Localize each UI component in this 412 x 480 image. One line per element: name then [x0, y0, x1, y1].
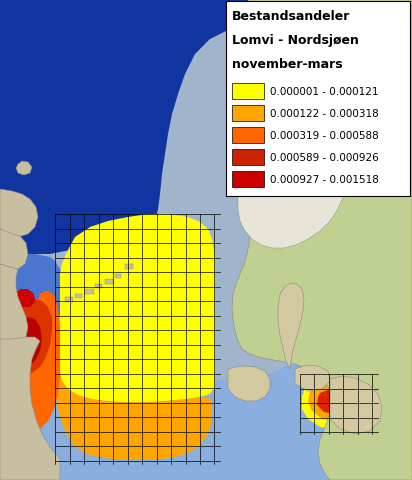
Bar	[85, 289, 94, 294]
Polygon shape	[0, 190, 38, 238]
Polygon shape	[230, 0, 412, 480]
Bar	[125, 264, 133, 269]
Polygon shape	[55, 275, 212, 459]
Bar	[95, 285, 102, 288]
Bar	[105, 279, 113, 285]
Text: Bestandsandeler: Bestandsandeler	[232, 10, 350, 23]
Polygon shape	[0, 309, 412, 480]
Polygon shape	[295, 365, 330, 391]
Polygon shape	[15, 289, 35, 307]
Text: 0.000001 - 0.000121: 0.000001 - 0.000121	[270, 87, 379, 97]
Polygon shape	[0, 254, 72, 319]
Text: 0.000589 - 0.000926: 0.000589 - 0.000926	[270, 153, 379, 163]
Polygon shape	[0, 229, 28, 269]
Text: Lomvi - Nordsjøen: Lomvi - Nordsjøen	[232, 34, 359, 47]
Bar	[232, 106, 264, 122]
Polygon shape	[10, 317, 42, 367]
Polygon shape	[278, 283, 304, 369]
Bar	[65, 298, 73, 302]
Bar	[232, 128, 264, 144]
Polygon shape	[308, 381, 358, 421]
Polygon shape	[8, 300, 52, 373]
Polygon shape	[228, 366, 270, 401]
Polygon shape	[60, 215, 215, 402]
Polygon shape	[330, 376, 382, 434]
Bar	[232, 150, 264, 166]
Text: november-mars: november-mars	[232, 58, 343, 71]
Bar	[75, 294, 82, 299]
Polygon shape	[302, 374, 374, 429]
Polygon shape	[238, 140, 346, 249]
Bar	[226, 2, 410, 197]
Text: 0.000122 - 0.000318: 0.000122 - 0.000318	[270, 109, 379, 119]
Bar	[232, 172, 264, 188]
Polygon shape	[317, 389, 346, 414]
Polygon shape	[16, 162, 32, 176]
Polygon shape	[8, 291, 60, 434]
Text: 0.000927 - 0.001518: 0.000927 - 0.001518	[270, 175, 379, 185]
Bar	[115, 275, 121, 278]
Text: 0.000319 - 0.000588: 0.000319 - 0.000588	[270, 131, 379, 141]
Polygon shape	[0, 337, 60, 480]
Bar	[232, 84, 264, 100]
Polygon shape	[0, 264, 28, 347]
Polygon shape	[0, 0, 280, 254]
